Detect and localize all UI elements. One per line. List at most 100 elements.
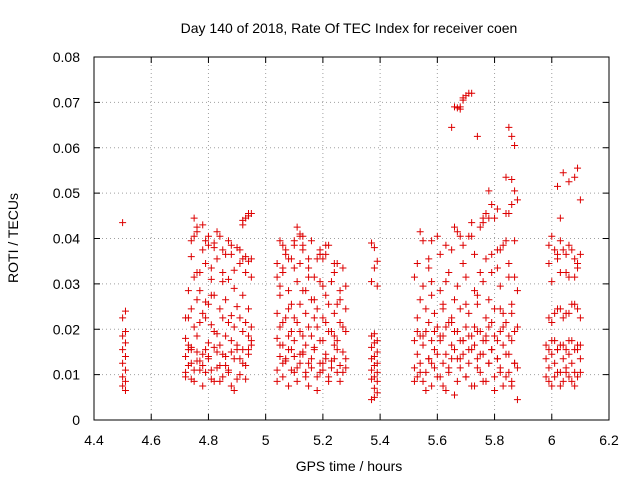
data-point xyxy=(493,264,501,272)
data-point xyxy=(453,377,461,385)
data-point xyxy=(511,187,519,195)
data-point xyxy=(425,355,433,363)
data-point xyxy=(456,105,464,113)
data-point xyxy=(462,300,470,308)
data-point xyxy=(542,355,550,363)
data-point xyxy=(299,232,307,240)
data-point xyxy=(373,282,381,290)
data-point xyxy=(293,318,301,326)
data-point xyxy=(562,250,570,258)
data-point xyxy=(276,323,284,331)
y-tick-label: 0.04 xyxy=(53,231,80,247)
data-point xyxy=(282,314,290,322)
data-point xyxy=(459,241,467,249)
data-point xyxy=(505,368,513,376)
data-point xyxy=(551,246,559,254)
data-point xyxy=(305,273,313,281)
data-point xyxy=(296,259,304,267)
data-point xyxy=(210,343,218,351)
data-point xyxy=(468,232,476,240)
data-point xyxy=(325,300,333,308)
data-point xyxy=(476,328,484,336)
data-point xyxy=(245,305,252,313)
data-point xyxy=(551,373,559,381)
data-point xyxy=(493,205,501,213)
data-point xyxy=(305,323,313,331)
data-point xyxy=(508,337,516,345)
data-point xyxy=(342,282,350,290)
data-point xyxy=(373,368,381,376)
data-point xyxy=(551,309,559,317)
data-point xyxy=(187,305,195,313)
data-point xyxy=(224,368,232,376)
data-point xyxy=(219,246,227,254)
data-point xyxy=(559,314,567,322)
data-point xyxy=(322,318,330,326)
data-point xyxy=(290,352,298,360)
data-point xyxy=(468,89,476,97)
data-point xyxy=(339,368,347,376)
data-point xyxy=(299,246,307,254)
data-point xyxy=(290,337,298,345)
data-point xyxy=(327,364,335,372)
data-point xyxy=(499,341,507,349)
data-point xyxy=(242,318,250,326)
data-point xyxy=(187,237,195,245)
data-point xyxy=(459,337,467,345)
data-point xyxy=(476,269,484,277)
data-point xyxy=(207,264,215,272)
data-point xyxy=(330,309,338,317)
data-point xyxy=(224,237,232,245)
data-point xyxy=(196,318,204,326)
data-point xyxy=(368,396,376,404)
data-point xyxy=(548,232,556,240)
data-point xyxy=(302,309,310,317)
data-point xyxy=(368,375,376,383)
data-point xyxy=(370,362,378,370)
data-point xyxy=(559,169,567,177)
data-point xyxy=(307,355,315,363)
data-point xyxy=(368,278,376,286)
data-point xyxy=(342,305,350,313)
data-point xyxy=(239,359,247,367)
data-point xyxy=(336,287,344,295)
data-point xyxy=(368,355,376,363)
data-point xyxy=(216,377,224,385)
data-point xyxy=(554,182,561,190)
data-point xyxy=(416,368,424,376)
x-tick-label: 6.2 xyxy=(599,432,619,448)
data-point xyxy=(473,132,481,140)
data-point xyxy=(373,257,381,265)
data-point xyxy=(473,364,481,372)
data-point xyxy=(482,314,490,322)
data-point xyxy=(279,359,287,367)
data-point xyxy=(445,269,453,277)
data-point xyxy=(273,273,281,281)
data-point xyxy=(279,318,287,326)
data-point xyxy=(576,368,584,376)
data-point xyxy=(505,332,513,340)
data-point xyxy=(313,305,321,313)
data-point xyxy=(273,309,281,317)
data-point xyxy=(568,246,576,254)
data-point xyxy=(485,296,493,304)
data-point xyxy=(574,259,582,267)
data-point xyxy=(465,332,473,340)
data-point xyxy=(453,282,461,290)
data-point xyxy=(568,337,576,345)
y-tick-label: 0 xyxy=(72,412,80,428)
data-point xyxy=(287,300,295,308)
data-point xyxy=(313,387,321,395)
data-point xyxy=(499,241,507,249)
data-point xyxy=(499,323,507,331)
data-point xyxy=(279,373,287,381)
data-point xyxy=(442,387,450,395)
data-point xyxy=(285,287,293,295)
data-point xyxy=(479,219,487,227)
data-point xyxy=(219,350,227,358)
data-point xyxy=(121,366,129,374)
data-point xyxy=(571,255,579,263)
data-point xyxy=(419,332,427,340)
data-point xyxy=(471,250,479,258)
